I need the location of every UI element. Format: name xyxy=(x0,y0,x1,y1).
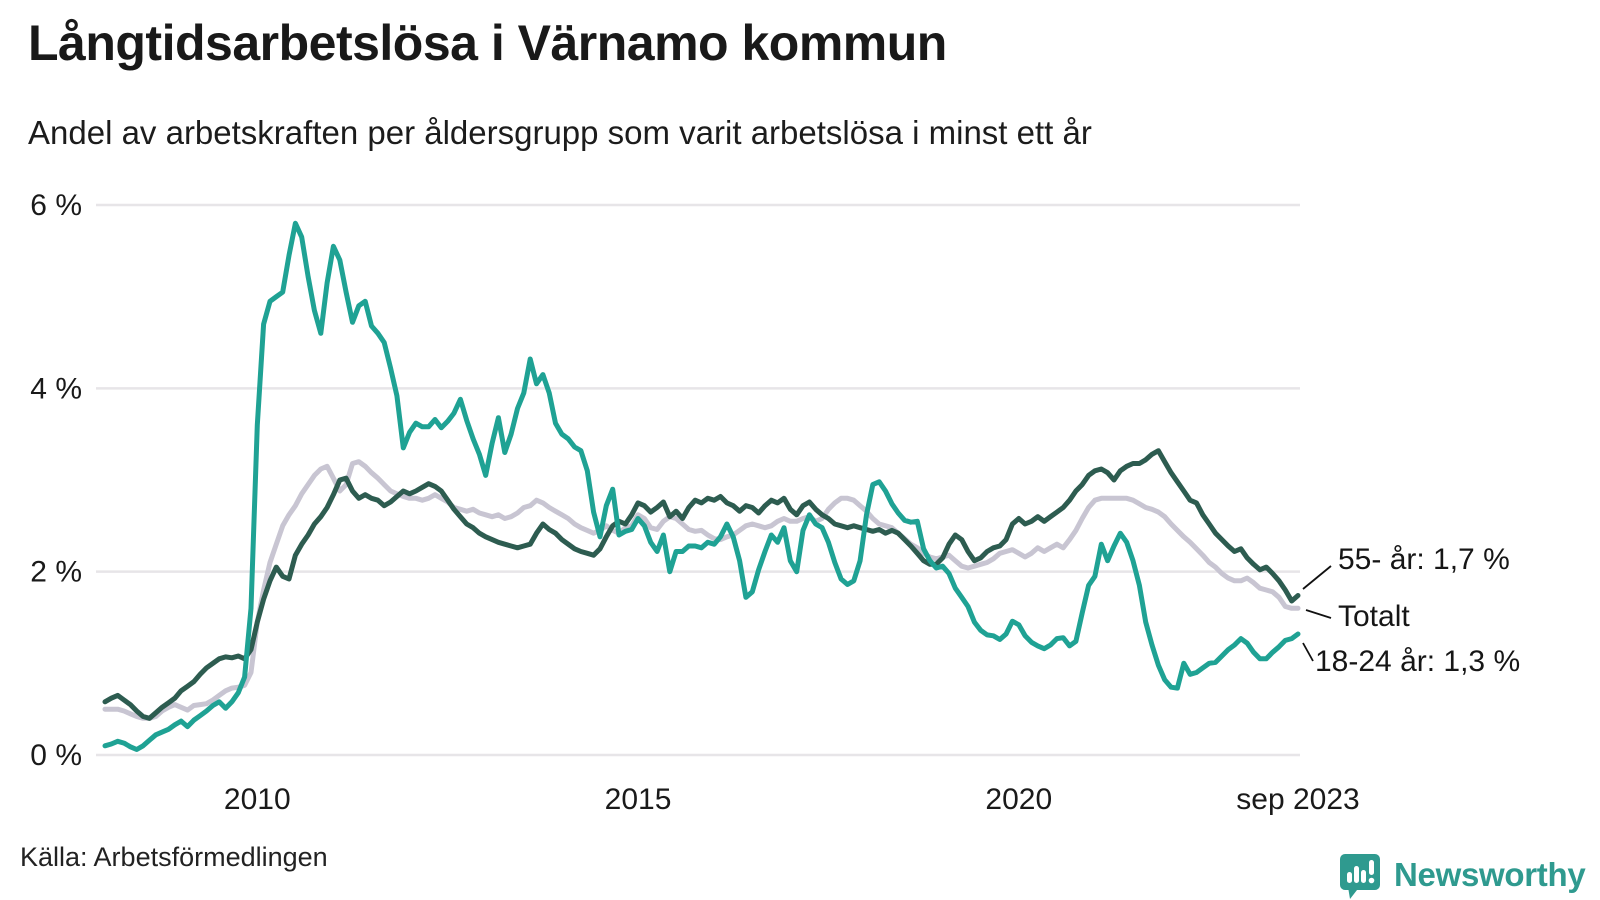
newsworthy-logo: Newsworthy xyxy=(1334,850,1586,900)
y-axis-tick-label: 0 % xyxy=(30,739,82,772)
series-label-55-ar: 55- år: 1,7 % xyxy=(1338,543,1510,576)
newsworthy-bubble-icon xyxy=(1340,854,1380,899)
x-axis-tick-label: 2015 xyxy=(605,783,672,816)
annotation-connector xyxy=(1302,642,1314,662)
series-line-Totalt xyxy=(102,459,1301,721)
series-label-totalt: Totalt xyxy=(1338,600,1410,633)
x-axis-tick-label: sep 2023 xyxy=(1236,783,1359,816)
x-axis-tick-label: 2010 xyxy=(224,783,291,816)
y-axis-tick-label: 4 % xyxy=(30,372,82,405)
brand-wordmark: Newsworthy xyxy=(1394,856,1586,893)
series-label-18-24-ar: 18-24 år: 1,3 % xyxy=(1315,645,1521,678)
page-subtitle: Andel av arbetskraften per åldersgrupp s… xyxy=(28,114,1092,151)
source-note: Källa: Arbetsförmedlingen xyxy=(20,842,328,872)
page-title: Långtidsarbetslösa i Värnamo kommun xyxy=(28,15,947,71)
x-axis-tick-label: 2020 xyxy=(985,783,1052,816)
annotation-connector xyxy=(1302,565,1332,590)
series-line-18-24 år xyxy=(102,220,1301,752)
y-axis-tick-label: 6 % xyxy=(30,189,82,222)
y-axis-tick-label: 2 % xyxy=(30,556,82,589)
series-line-55- år xyxy=(102,448,1301,721)
annotation-connector xyxy=(1305,609,1332,619)
